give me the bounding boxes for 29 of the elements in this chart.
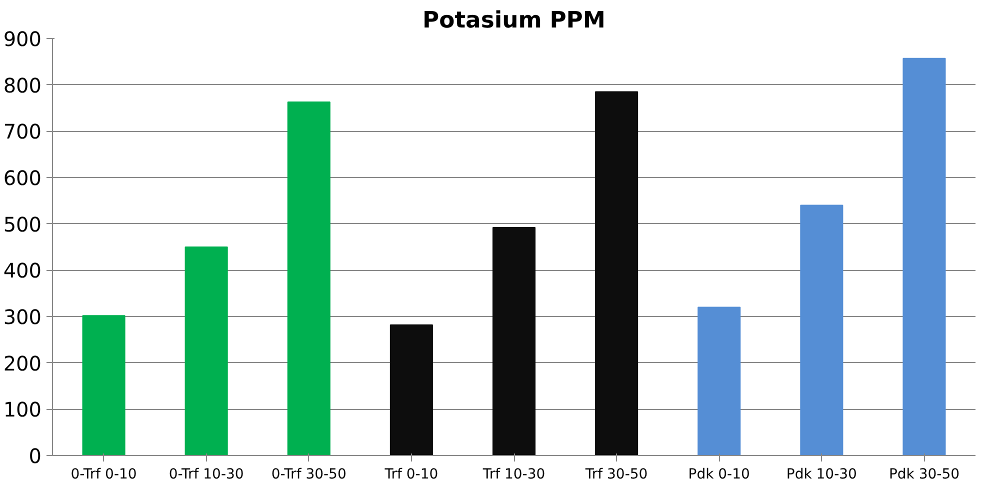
y-tick-label: 500 [3,212,42,236]
bar [902,58,946,456]
x-tick-label: Trf 30-50 [584,466,648,482]
y-tick-label: 0 [28,444,42,468]
y-tick-label: 800 [3,73,42,98]
x-tick-label: Pdk 0-10 [688,466,750,482]
bar [800,204,844,456]
x-tick-label: 0-Trf 10-30 [168,466,244,482]
bar [390,324,433,456]
x-tick-label: Trf 0-10 [384,466,438,482]
x-tick-label: 0-Trf 30-50 [271,466,346,482]
y-tick-label: 700 [3,120,42,144]
bar [82,315,126,456]
bar [492,227,536,456]
y-tick-label: 200 [3,351,42,376]
x-tick-label: 0-Trf 0-10 [70,466,137,482]
y-tick-label: 300 [3,305,42,329]
bar [184,246,228,456]
x-tick-label: Pdk 10-30 [786,466,857,482]
chart-title: Potasium PPM [422,8,606,34]
x-tick-label: Pdk 30-50 [888,466,960,482]
x-tick-label: Trf 10-30 [482,466,546,482]
y-tick-label: 400 [3,258,42,283]
y-tick-label: 600 [3,166,42,190]
y-tick-label: 100 [3,398,42,422]
y-tick-label: 900 [3,27,42,51]
bar [287,101,330,456]
bar [595,91,638,456]
bar [698,306,741,456]
